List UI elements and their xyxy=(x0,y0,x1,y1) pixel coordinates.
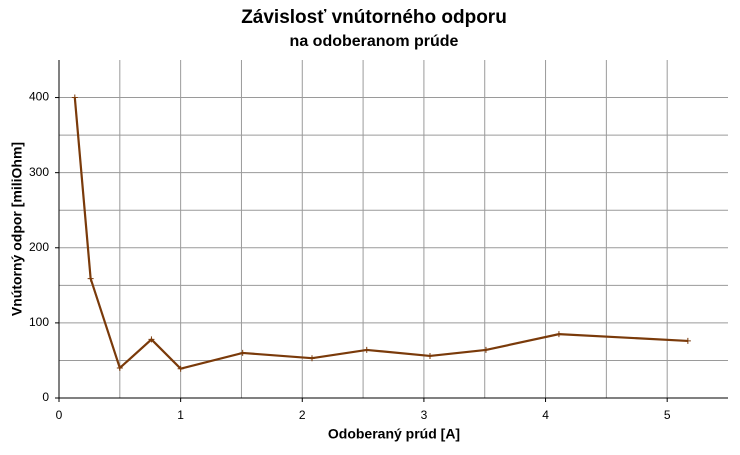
chart-title: Závislosť vnútorného odporu xyxy=(241,7,507,28)
x-tick-label: 0 xyxy=(56,408,63,422)
data-line xyxy=(73,97,688,370)
y-tick-label: 400 xyxy=(29,90,49,104)
data-point xyxy=(116,364,123,371)
x-tick-label: 5 xyxy=(664,408,671,422)
y-tick-label: 300 xyxy=(29,165,49,179)
x-tick-label: 4 xyxy=(542,408,549,422)
data-point xyxy=(482,346,489,353)
data-point xyxy=(177,365,184,372)
x-axis-label: Odoberaný prúd [A] xyxy=(328,426,460,442)
data-point xyxy=(148,336,155,343)
x-tick-label: 1 xyxy=(177,408,184,422)
y-tick-label: 100 xyxy=(29,315,49,329)
data-point xyxy=(71,94,78,101)
y-tick-label: 200 xyxy=(29,240,49,254)
data-point xyxy=(363,346,370,353)
data-point xyxy=(87,275,94,282)
y-axis-label: Vnútorný odpor [miliOhm] xyxy=(9,142,25,316)
data-point xyxy=(239,349,246,356)
x-tick-label: 2 xyxy=(299,408,306,422)
data-point xyxy=(309,355,316,362)
data-point xyxy=(684,337,691,344)
data-point xyxy=(555,331,562,338)
y-tick-label: 0 xyxy=(42,390,49,404)
x-tick-label: 3 xyxy=(421,408,428,422)
data-point xyxy=(426,352,433,359)
chart-subtitle: na odoberanom prúde xyxy=(290,33,459,50)
